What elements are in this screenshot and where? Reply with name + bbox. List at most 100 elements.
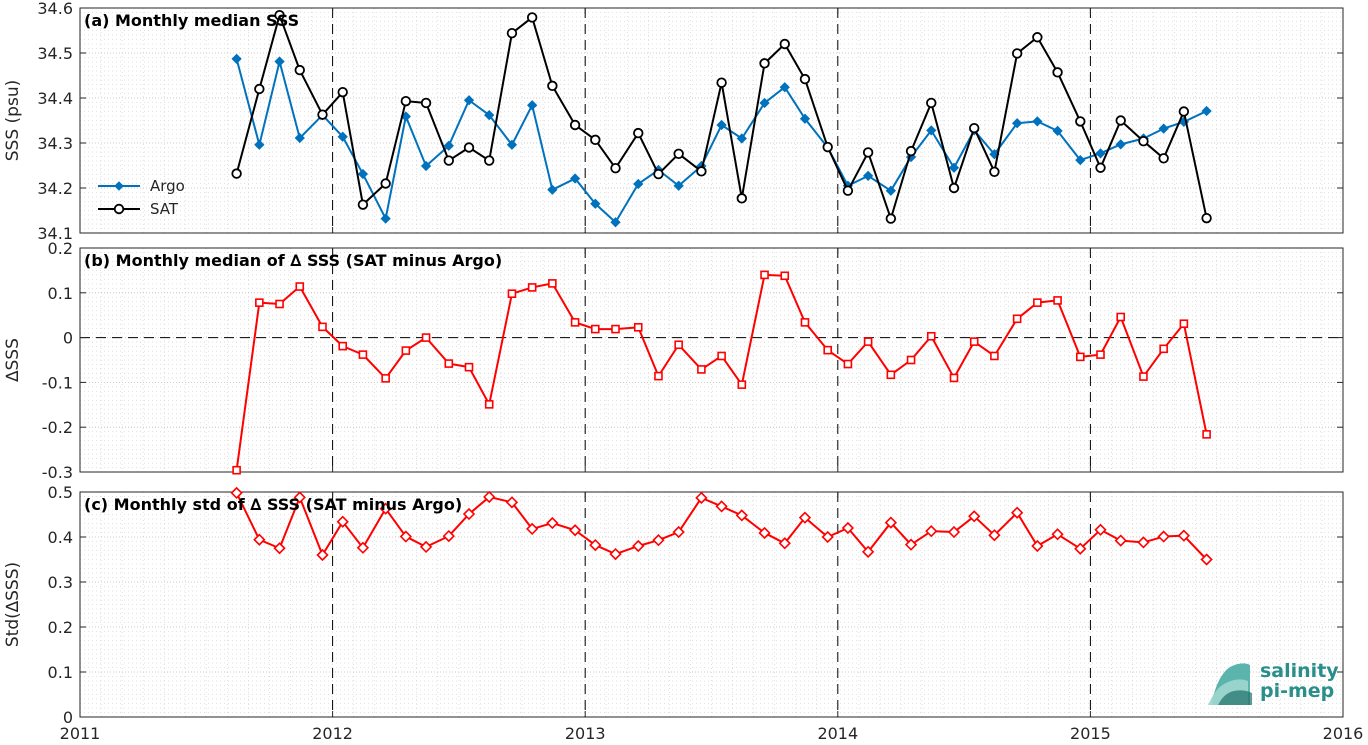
data-point [906, 355, 916, 365]
data-point [254, 83, 265, 95]
y-tick-label: 0.1 [48, 663, 73, 682]
data-point [778, 537, 791, 550]
data-point [905, 145, 917, 157]
data-point [527, 100, 538, 111]
data-point [590, 198, 601, 209]
data-point [1052, 67, 1063, 78]
data-point [1159, 344, 1168, 354]
data-point [1116, 312, 1126, 322]
data-point [274, 9, 285, 21]
x-tick-label: 2015 [1070, 724, 1111, 743]
data-point [357, 199, 369, 210]
data-point [1115, 139, 1126, 150]
data-point [337, 86, 348, 98]
data-point [926, 331, 936, 341]
data-point [444, 359, 454, 368]
data-point [1158, 123, 1169, 134]
data-point [253, 533, 266, 546]
panel-title: (a) Monthly median SSS [84, 11, 299, 30]
data-point [737, 380, 747, 389]
data-point [697, 365, 706, 374]
data-point [1138, 135, 1149, 147]
data-point [988, 529, 1001, 542]
data-point [1053, 296, 1062, 305]
data-point [843, 359, 853, 369]
data-point [255, 298, 264, 307]
data-point [1074, 542, 1087, 555]
data-point [589, 538, 602, 552]
data-point [716, 119, 727, 131]
data-point [926, 125, 937, 136]
data-point [841, 521, 855, 535]
data-point [1200, 553, 1213, 566]
y-tick-label: 0.4 [48, 528, 73, 547]
data-point [695, 491, 708, 504]
data-point [484, 155, 495, 166]
data-point [442, 529, 455, 543]
data-point [569, 119, 581, 131]
data-point [735, 509, 748, 522]
x-tick-label: 2014 [817, 724, 858, 743]
data-point [318, 322, 327, 332]
data-point [232, 465, 241, 475]
axes-box [79, 247, 1344, 473]
data-point [294, 132, 305, 144]
data-point [443, 155, 454, 166]
data-point [799, 73, 811, 85]
data-point [610, 217, 621, 228]
data-point [1032, 116, 1043, 127]
x-tick-label: 2012 [312, 724, 353, 743]
y-tick-label: -0.2 [42, 418, 73, 437]
data-point [526, 12, 538, 23]
data-point [380, 178, 391, 189]
data-point [483, 490, 496, 504]
data-point [464, 362, 474, 372]
y-tick-label: 34.2 [37, 179, 73, 198]
data-point [506, 139, 518, 150]
data-point [1011, 48, 1023, 59]
legend-marker [113, 203, 125, 215]
y-tick-label: -0.1 [42, 373, 73, 392]
y-tick-label: -0.3 [42, 463, 73, 482]
y-tick-label: 34.6 [37, 0, 73, 18]
data-point [654, 371, 663, 381]
data-point [633, 178, 644, 190]
data-point [633, 127, 644, 139]
data-point [254, 139, 265, 150]
x-tick-label: 2013 [565, 724, 606, 743]
data-point [673, 180, 684, 191]
data-point [421, 333, 431, 342]
data-point [1114, 534, 1127, 547]
data-point [821, 530, 834, 544]
y-tick-label: 0.5 [48, 483, 73, 502]
data-point [717, 351, 726, 361]
data-point [507, 289, 517, 298]
y-tick-label: 0 [63, 708, 73, 727]
y-tick-label: 34.5 [37, 44, 73, 63]
data-point [842, 185, 854, 196]
data-point [925, 525, 938, 538]
data-point [862, 147, 874, 158]
data-point [274, 56, 285, 67]
data-point [904, 538, 918, 551]
data-point [275, 299, 284, 309]
data-point [1031, 539, 1044, 553]
data-point [570, 318, 580, 327]
data-point [1032, 32, 1043, 43]
data-point [1094, 523, 1107, 536]
data-point [273, 542, 286, 555]
data-point [316, 548, 329, 562]
data-point [526, 522, 539, 536]
data-point [779, 82, 790, 93]
data-point [1011, 506, 1024, 519]
data-point [1033, 298, 1042, 307]
data-point [673, 148, 684, 160]
data-point [780, 271, 790, 281]
data-point [230, 486, 243, 500]
y-tick-label: 34.3 [37, 134, 73, 153]
data-point [1158, 153, 1169, 164]
data-point [759, 58, 770, 69]
data-point [1095, 148, 1106, 159]
data-point [632, 539, 645, 553]
